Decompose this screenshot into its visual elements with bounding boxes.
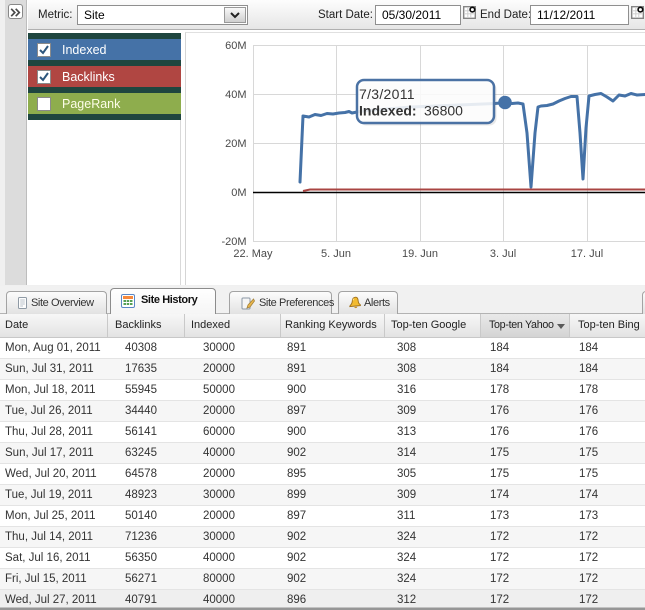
svg-text:0M: 0M xyxy=(231,187,246,199)
svg-text:7/3/2011: 7/3/2011 xyxy=(359,86,415,102)
svg-text:5. Jun: 5. Jun xyxy=(321,248,351,260)
svg-text:20M: 20M xyxy=(225,138,246,150)
svg-text:Indexed:: Indexed: xyxy=(359,103,417,119)
svg-text:22. May: 22. May xyxy=(233,248,273,260)
svg-text:17. Jul: 17. Jul xyxy=(571,248,603,260)
svg-text:40M: 40M xyxy=(225,89,246,101)
svg-text:19. Jun: 19. Jun xyxy=(402,248,438,260)
svg-text:60M: 60M xyxy=(225,40,246,52)
svg-text:36800: 36800 xyxy=(424,103,463,119)
svg-text:3. Jul: 3. Jul xyxy=(490,248,516,260)
svg-text:-20M: -20M xyxy=(221,236,246,248)
